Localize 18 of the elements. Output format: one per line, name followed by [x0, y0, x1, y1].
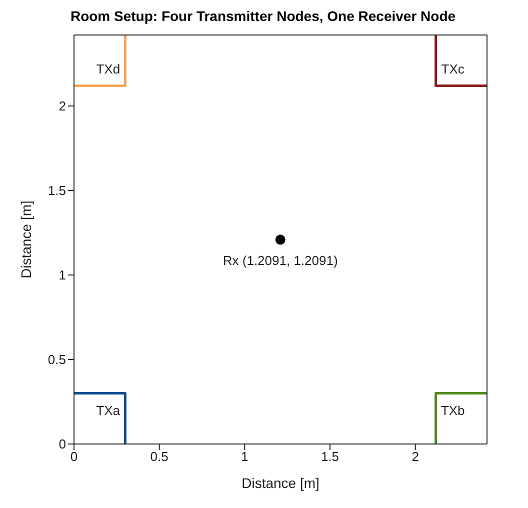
y-tick-label: 1.5: [48, 183, 66, 198]
y-tick-label: 1: [58, 268, 66, 283]
y-tick-label: 0.5: [48, 352, 66, 368]
x-tick-label: 0.5: [150, 449, 168, 464]
x-tick-label: 2: [412, 449, 419, 464]
series-label: TXa: [96, 402, 121, 418]
series-label: TXd: [96, 61, 120, 76]
x-tick-label: 1.5: [320, 449, 340, 464]
x-tick-label: 0: [70, 449, 78, 464]
x-axis-title: Distance [m]: [242, 475, 320, 491]
chart-title: Room Setup: Four Transmitter Nodes, One Receiver Node: [69, 8, 457, 26]
series-label: TXb: [440, 402, 465, 418]
annotation: Rx (1.2091, 1.2091): [222, 252, 338, 268]
x-tick-label: 1: [241, 449, 248, 464]
y-tick-label: 2: [58, 98, 66, 114]
series-label: TXc: [441, 61, 465, 76]
y-axis-title: Distance [m]: [18, 200, 34, 278]
y-tick-label: 0: [58, 436, 66, 452]
